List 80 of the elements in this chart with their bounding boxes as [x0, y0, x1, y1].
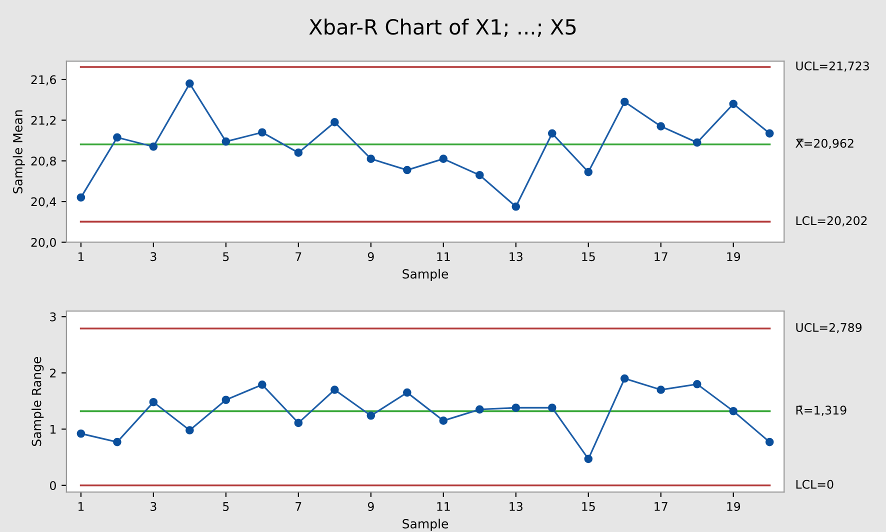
- point: [584, 454, 593, 464]
- point: [475, 405, 484, 414]
- point: [548, 129, 556, 138]
- y-tick-label: 3: [50, 312, 56, 322]
- point: [149, 398, 158, 406]
- point: [222, 137, 230, 146]
- x-tick-label: 11: [437, 502, 450, 511]
- y-tick-label: 2: [50, 368, 56, 378]
- point: [366, 154, 376, 163]
- x-tick-label: 13: [510, 252, 522, 262]
- ref-line-label: UCL=2,789: [796, 323, 862, 334]
- ref-line-label: LCL=0: [796, 480, 834, 489]
- point: [475, 170, 484, 180]
- point: [294, 148, 303, 157]
- y-tick-label: 1: [50, 425, 56, 434]
- point: [512, 404, 520, 412]
- point: [186, 79, 194, 88]
- point: [402, 166, 412, 174]
- y-axis-title: Sample Mean: [12, 110, 25, 194]
- point: [548, 404, 556, 412]
- point: [620, 374, 629, 383]
- y-tick-label: 20,4: [31, 197, 56, 208]
- y-tick-label: 21,2: [31, 116, 56, 126]
- point: [729, 406, 738, 416]
- point: [149, 142, 158, 151]
- point: [584, 168, 593, 176]
- x-tick-label: 1: [78, 502, 84, 511]
- point: [656, 386, 666, 394]
- point: [330, 386, 339, 394]
- point: [366, 411, 376, 420]
- x-tick-label: 19: [727, 502, 740, 511]
- point: [765, 438, 774, 446]
- x-tick-label: 7: [296, 502, 302, 511]
- chart-title: Xbar-R Chart of X1; ...; X5: [309, 18, 576, 37]
- point: [729, 100, 738, 108]
- x-tick-label: 11: [437, 252, 450, 261]
- x-tick-label: 15: [582, 502, 595, 511]
- point: [222, 396, 230, 404]
- x-tick-label: 3: [150, 252, 156, 262]
- x-tick-label: 9: [368, 252, 374, 262]
- x-axis-title: Sample: [402, 268, 448, 282]
- y-tick-label: 0: [50, 481, 56, 490]
- point: [258, 380, 266, 389]
- x-tick-label: 7: [296, 252, 302, 261]
- y-tick-label: 21,6: [31, 75, 56, 86]
- x-tick-label: 1: [78, 252, 84, 261]
- x-tick-label: 19: [727, 252, 740, 262]
- ref-line-label: LCL=20,202: [796, 216, 867, 226]
- x-tick-label: 15: [582, 252, 595, 262]
- point: [439, 154, 448, 163]
- x-axis-title: Sample: [402, 518, 448, 531]
- x-tick-label: 9: [368, 502, 374, 511]
- y-tick-label: 20,0: [31, 238, 56, 248]
- ref-line-label: UCL=21,723: [796, 61, 869, 72]
- point: [113, 133, 122, 142]
- point: [765, 129, 774, 138]
- ref-line-label: X̿=20,962: [796, 138, 854, 150]
- x-tick-label: 3: [150, 502, 156, 511]
- point: [330, 118, 339, 126]
- x-tick-label: 17: [654, 252, 668, 261]
- y-axis-title: Sample Range: [32, 357, 44, 446]
- point: [76, 193, 86, 202]
- x-tick-label: 5: [223, 502, 229, 511]
- point: [512, 202, 520, 211]
- point: [294, 418, 303, 428]
- point: [402, 388, 412, 397]
- y-tick-label: 20,8: [31, 156, 56, 167]
- point: [692, 380, 702, 388]
- point: [692, 138, 702, 147]
- point: [76, 429, 86, 438]
- x-tick-label: 17: [654, 502, 668, 511]
- point: [258, 128, 266, 137]
- point: [439, 416, 448, 425]
- x-tick-label: 5: [223, 252, 229, 262]
- point: [620, 98, 629, 106]
- x-tick-label: 13: [510, 502, 522, 511]
- point: [186, 426, 194, 434]
- ref-line-label: R̄=1,319: [796, 406, 846, 416]
- point: [656, 122, 666, 130]
- point: [113, 438, 122, 446]
